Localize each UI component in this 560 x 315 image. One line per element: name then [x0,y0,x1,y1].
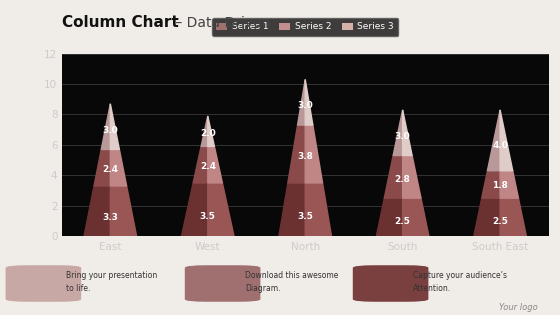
Text: 3.0: 3.0 [102,126,118,135]
Polygon shape [403,156,421,198]
Polygon shape [181,183,208,236]
Text: 3.3: 3.3 [102,213,118,222]
Legend: Series 1, Series 2, Series 3: Series 1, Series 2, Series 3 [212,18,399,36]
Text: 2.5: 2.5 [395,217,410,226]
Text: 3.5: 3.5 [297,211,313,220]
Text: 3.5: 3.5 [200,211,216,220]
Polygon shape [84,186,110,236]
Text: 3.0: 3.0 [395,132,410,141]
Text: 4.0: 4.0 [492,141,508,150]
Polygon shape [208,116,214,146]
Polygon shape [110,104,119,150]
Text: 1.8: 1.8 [492,181,508,190]
Polygon shape [110,150,127,186]
FancyBboxPatch shape [353,265,428,302]
Polygon shape [305,183,332,236]
Polygon shape [201,116,208,146]
Polygon shape [208,146,222,183]
Text: 2.4: 2.4 [200,162,216,171]
Polygon shape [403,198,429,236]
Polygon shape [208,183,234,236]
Text: 2.4: 2.4 [102,165,118,174]
Polygon shape [384,156,403,198]
Polygon shape [110,186,137,236]
Text: Bring your presentation
to life.: Bring your presentation to life. [66,272,157,293]
Polygon shape [376,198,403,236]
Polygon shape [101,104,110,150]
Polygon shape [487,110,500,171]
Polygon shape [482,171,500,198]
Polygon shape [500,171,519,198]
Text: Download this awesome
Diagram.: Download this awesome Diagram. [245,272,339,293]
FancyBboxPatch shape [6,265,81,302]
Polygon shape [500,198,526,236]
Text: – Data Driven: – Data Driven [171,16,270,30]
Text: Your logo: Your logo [499,303,538,312]
Polygon shape [305,79,313,125]
Polygon shape [403,110,412,156]
Text: Capture your audience’s
Attention.: Capture your audience’s Attention. [413,272,507,293]
FancyBboxPatch shape [185,265,260,302]
Polygon shape [500,110,513,171]
Text: 3.0: 3.0 [297,101,313,111]
Polygon shape [193,146,208,183]
Polygon shape [288,125,305,183]
Text: 2.8: 2.8 [395,175,410,184]
Polygon shape [393,110,403,156]
Text: Column Chart: Column Chart [62,15,178,30]
Text: 2.5: 2.5 [492,217,508,226]
Polygon shape [297,79,305,125]
Polygon shape [305,125,323,183]
Text: 2.0: 2.0 [200,129,216,138]
Polygon shape [474,198,500,236]
Text: 3.8: 3.8 [297,152,313,161]
Polygon shape [94,150,110,186]
Polygon shape [279,183,305,236]
